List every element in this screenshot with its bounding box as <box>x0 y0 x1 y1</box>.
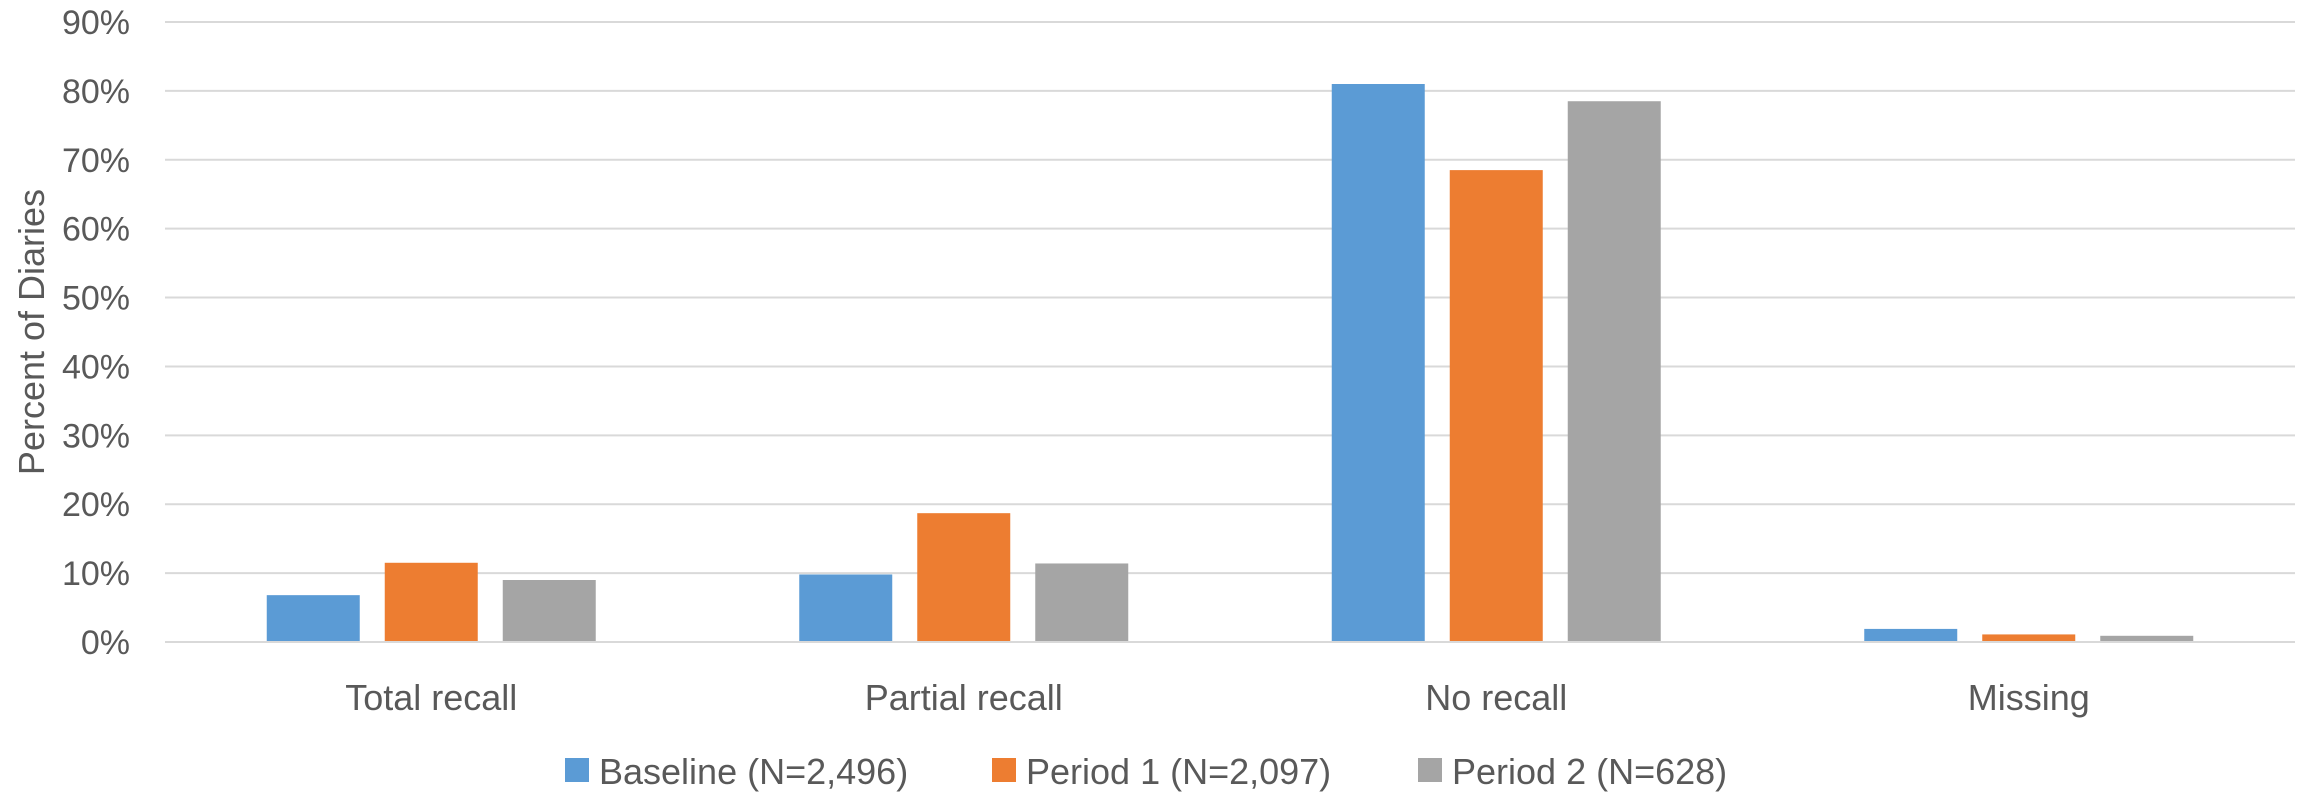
x-category-label: Partial recall <box>865 677 1063 718</box>
legend-label: Period 2 (N=628) <box>1452 751 1727 792</box>
y-tick-label: 10% <box>62 555 130 593</box>
bar-period-no-recall <box>1567 101 1661 642</box>
y-tick-label: 40% <box>62 348 130 386</box>
legend-swatch <box>992 758 1016 782</box>
y-tick-label: 70% <box>62 142 130 180</box>
legend-label: Baseline (N=2,496) <box>599 751 908 792</box>
legend-label: Period 1 (N=2,097) <box>1026 751 1331 792</box>
bar-period-missing <box>1982 634 2076 642</box>
bar-period-total-recall <box>502 580 596 642</box>
legend-swatch <box>1418 758 1442 782</box>
bar-baseline-no-recall <box>1331 84 1425 642</box>
bar-baseline-missing <box>1864 628 1958 642</box>
x-category-label: Missing <box>1968 677 2090 718</box>
y-tick-label: 60% <box>62 211 130 249</box>
bar-baseline-partial-recall <box>799 574 893 642</box>
bar-period-missing <box>2100 635 2194 642</box>
legend-swatch <box>565 758 589 782</box>
bar-period-no-recall <box>1449 170 1543 642</box>
bar-period-partial-recall <box>1035 563 1129 642</box>
x-category-label: Total recall <box>345 677 517 718</box>
gridlines <box>165 21 2295 643</box>
bars <box>165 84 2295 643</box>
bar-period-total-recall <box>384 562 478 642</box>
y-tick-label: 20% <box>62 486 130 524</box>
bar-period-partial-recall <box>917 513 1011 642</box>
y-tick-label: 50% <box>62 280 130 318</box>
x-axis-categories: Total recall Partial recall No recall Missi… <box>345 677 2090 718</box>
y-axis-ticks: 0% 10% 20% 30% 40% 50% 60% 70% 80% 90% <box>62 4 130 662</box>
y-tick-label: 0% <box>81 624 130 662</box>
y-tick-label: 30% <box>62 417 130 455</box>
y-axis-title: Percent of Diaries <box>11 189 52 475</box>
legend: Baseline (N=2,496) Period 1 (N=2,097) Peri… <box>565 751 1727 792</box>
bar-baseline-total-recall <box>266 595 360 642</box>
y-tick-label: 90% <box>62 4 130 42</box>
x-category-label: No recall <box>1425 677 1567 718</box>
y-tick-label: 80% <box>62 73 130 111</box>
